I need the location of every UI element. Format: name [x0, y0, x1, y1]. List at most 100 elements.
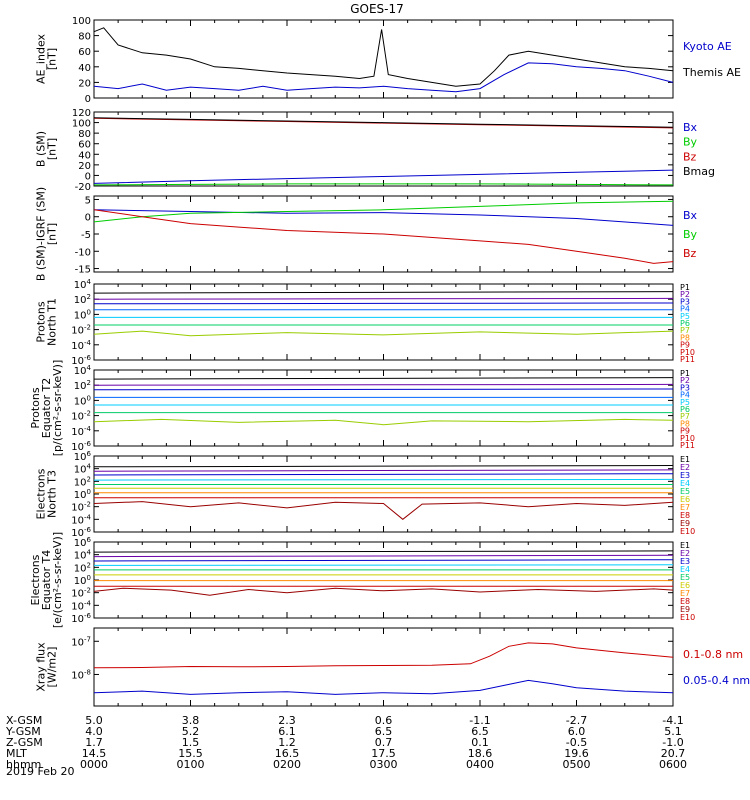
series-line — [93, 209, 674, 226]
y-axis-title: Electrons — [29, 554, 42, 605]
legend-label: P7 — [680, 412, 690, 421]
series-line — [93, 200, 674, 223]
ephemeris-value: 6.5 — [375, 725, 393, 738]
y-tick-label: 10-8 — [71, 668, 91, 681]
series-line — [93, 62, 674, 93]
legend-label: E10 — [680, 527, 695, 536]
y-axis-title: [e/(cm²-s-sr-keV)] — [51, 532, 64, 628]
legend-label: E7 — [680, 503, 690, 512]
panel-frame — [93, 283, 674, 361]
y-tick-label: 80 — [78, 32, 91, 43]
y-tick-label: 104 — [74, 549, 92, 562]
y-tick-label: -10 — [75, 247, 91, 258]
y-tick-label: 104 — [74, 463, 92, 476]
ephemeris-row-name: Z-GSM — [6, 736, 43, 749]
ephemeris-value: -2.7 — [566, 714, 587, 727]
y-tick-label: -5 — [81, 230, 91, 241]
ephemeris-value: 19.6 — [564, 747, 589, 760]
legend-label: P5 — [680, 312, 690, 321]
legend-label: P1 — [680, 283, 690, 292]
panel-frame — [93, 455, 674, 533]
legend-label: P11 — [680, 441, 695, 450]
ephemeris-value: 5.2 — [182, 725, 200, 738]
y-axis-title: [nT] — [46, 48, 59, 70]
series-line — [93, 330, 674, 337]
ephemeris-value: -1.0 — [662, 736, 683, 749]
legend-label: E1 — [680, 455, 690, 464]
legend-label: E4 — [680, 479, 690, 488]
legend-label: P9 — [680, 341, 690, 350]
ephemeris-table: X-GSM 5.0 3.8 2.3 0.6 -1.1 -2.7 -4.1 Y-GSM 4.0 5.2… — [5, 714, 687, 771]
legend-label: 0.05-0.4 nm — [683, 674, 750, 687]
ephemeris-value: 5.1 — [664, 725, 682, 738]
y-tick-label: 20 — [78, 78, 91, 89]
legend-label: P5 — [680, 398, 690, 407]
y-axis-title: Equator T4 — [40, 550, 53, 610]
y-tick-label: 106 — [74, 536, 92, 549]
legend-label: Kyoto AE — [683, 40, 732, 53]
y-tick-label: -20 — [75, 182, 91, 193]
series-line — [93, 383, 674, 386]
series-line — [93, 465, 674, 468]
y-tick-label: 10-2 — [71, 587, 91, 600]
ephemeris-value: 16.5 — [275, 747, 300, 760]
ephemeris-row-name: MLT — [6, 747, 27, 760]
legend-label: E7 — [680, 589, 690, 598]
legend-label: E10 — [680, 613, 695, 622]
ephemeris-value: -1.1 — [469, 714, 490, 727]
y-axis-title: [p/(cm²-s-sr-keV)] — [51, 360, 64, 457]
date-label: 2019 Feb 20 — [6, 765, 74, 778]
y-tick-label: 60 — [78, 47, 91, 58]
legend-label: E8 — [680, 511, 690, 520]
legend-label: P6 — [680, 319, 690, 328]
y-tick-label: 10-4 — [71, 425, 91, 438]
series-line — [93, 377, 674, 380]
series-line — [93, 473, 674, 476]
legend-label: P2 — [680, 376, 690, 385]
ephemeris-value: 0.7 — [375, 736, 393, 749]
legend-label: 0.1-0.8 nm — [683, 648, 743, 661]
y-tick-label: 10-6 — [71, 612, 91, 625]
y-tick-label: 100 — [74, 574, 91, 587]
ephemeris-value: 1.5 — [182, 736, 200, 749]
legend-label: E1 — [680, 541, 690, 550]
series-line — [93, 209, 674, 264]
series-line — [93, 550, 674, 553]
y-tick-label: 102 — [74, 475, 91, 488]
y-axis-title: B (SM)-IGRF (SM) — [35, 187, 48, 281]
panel-b_igrf: -15 -10 -5 0 5 B (SM)-IGRF (SM)[nT] Bx By Bz — [35, 187, 698, 281]
legend-label: By — [683, 136, 698, 149]
panel-frame — [93, 369, 674, 447]
panel-frame — [93, 541, 674, 619]
legend-label: E2 — [680, 549, 690, 558]
ephemeris-row-name: hhmm — [6, 758, 41, 771]
legend-label: P4 — [680, 305, 690, 314]
ephemeris-value: 0600 — [659, 758, 687, 771]
series-line — [93, 478, 674, 481]
y-axis-title: [W/m2] — [46, 647, 59, 688]
ephemeris-value: 0000 — [80, 758, 108, 771]
y-tick-label: 102 — [74, 293, 91, 306]
legend-label: P2 — [680, 290, 690, 299]
legend-label: E6 — [680, 581, 690, 590]
y-tick-label: 120 — [72, 108, 91, 119]
y-axis-title: AE_index — [35, 33, 48, 84]
ephemeris-value: 5.0 — [85, 714, 103, 727]
y-tick-label: 20 — [78, 161, 91, 172]
series-line — [93, 388, 674, 391]
y-tick-label: 60 — [78, 140, 91, 151]
y-tick-label: 10-2 — [71, 410, 91, 423]
legend-label: P8 — [680, 419, 690, 428]
series-line — [93, 587, 674, 596]
y-axis-title: [nT] — [46, 138, 59, 160]
ephemeris-value: 0.1 — [471, 736, 489, 749]
y-tick-label: 10-7 — [71, 635, 91, 648]
series-line — [93, 27, 674, 87]
legend-label: E2 — [680, 463, 690, 472]
y-tick-label: 100 — [74, 488, 91, 501]
series-line — [93, 302, 674, 305]
legend-label: P4 — [680, 391, 690, 400]
ephemeris-value: 1.7 — [85, 736, 103, 749]
